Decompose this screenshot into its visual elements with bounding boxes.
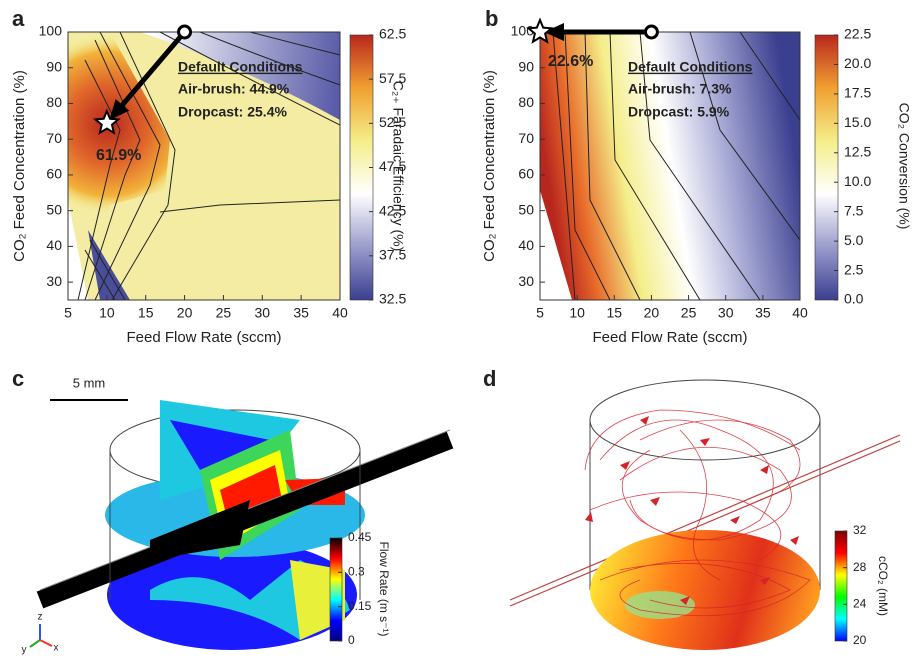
panel-label: d — [483, 366, 496, 391]
flow-render — [29, 399, 454, 650]
scale-bar-label: 5 mm — [73, 375, 106, 390]
colorbar-tick-label: 37.5 — [379, 247, 406, 263]
y-tick-label: 70 — [518, 130, 534, 146]
x-tick-label: 15 — [138, 305, 154, 321]
panel-label: c — [12, 366, 24, 391]
colorbar-tick-label: 0.0 — [844, 291, 864, 307]
x-axis-label: Feed Flow Rate (sccm) — [592, 329, 747, 346]
concentration-render — [509, 379, 901, 650]
colorbar-tick-label: 32.5 — [379, 291, 406, 307]
y-tick-label: 40 — [518, 237, 534, 253]
y-tick-label: 50 — [46, 201, 62, 217]
colorbar-label: C₂₊ Faradaic Efficiency (%) — [390, 81, 406, 252]
x-tick-label: 30 — [718, 305, 734, 321]
axis-triad-label: y — [22, 645, 27, 656]
panel-label: b — [485, 6, 498, 31]
arrow — [111, 30, 187, 118]
y-tick-label: 100 — [39, 23, 63, 39]
x-tick-label: 20 — [177, 305, 193, 321]
colorbar-tick-label: 2.5 — [844, 261, 864, 277]
default-point — [643, 24, 659, 40]
y-tick-label: 90 — [518, 58, 534, 74]
annotation-title: Default Conditions — [178, 59, 303, 75]
x-tick-label: 40 — [792, 305, 808, 321]
colorbar-tick-label: 17.5 — [844, 85, 871, 101]
x-tick-label: 30 — [254, 305, 270, 321]
x-tick-label: 40 — [332, 305, 348, 321]
annotation: Air-brush: 44.9% — [178, 81, 290, 97]
x-tick-label: 25 — [216, 305, 232, 321]
colorbar-tick-label: 20.0 — [844, 55, 871, 71]
x-tick-label: 15 — [606, 305, 622, 321]
y-tick-label: 60 — [46, 166, 62, 182]
y-axis-label: CO₂ Feed Concentration (%) — [11, 70, 28, 262]
plot-frame — [67, 31, 341, 301]
colorbar-tick-label: 22.5 — [844, 26, 871, 42]
axis-triad-label: x — [54, 643, 59, 654]
x-tick-label: 5 — [536, 305, 544, 321]
colorbar-tick-label: 0.3 — [348, 565, 365, 579]
y-tick-label: 30 — [46, 273, 62, 289]
panel-label: a — [12, 6, 25, 31]
colorbar-tick-label: 62.5 — [379, 26, 406, 42]
x-tick-label: 20 — [644, 305, 660, 321]
colorbar-tick-label: 42.5 — [379, 202, 406, 218]
x-tick-label: 35 — [293, 305, 309, 321]
colorbar-tick-label: 28 — [853, 560, 867, 574]
annotation-title: Default Conditions — [628, 59, 753, 75]
x-tick-label: 5 — [64, 305, 72, 321]
colorbar-tick-label: 12.5 — [844, 143, 871, 159]
colorbar-tick-label: 32 — [853, 523, 867, 537]
y-tick-label: 70 — [46, 130, 62, 146]
colorbar-label: CO₂ Conversion (%) — [896, 103, 912, 230]
y-tick-label: 90 — [46, 58, 62, 74]
x-tick-label: 10 — [569, 305, 585, 321]
colorbar-tick-label: 5.0 — [844, 232, 864, 248]
arrow-head — [544, 23, 564, 41]
colorbar — [814, 34, 839, 301]
optimum-point — [92, 108, 121, 135]
x-tick-label: 35 — [755, 305, 771, 321]
optimum-point — [526, 17, 554, 44]
colorbar-tick-label: 15.0 — [844, 114, 871, 130]
default-point — [177, 24, 193, 40]
colorbar-tick-label: 7.5 — [844, 202, 864, 218]
colorbar-tick-label: 10.0 — [844, 173, 871, 189]
optimum-label: 61.9% — [96, 147, 141, 164]
annotation: Dropcast: 25.4% — [178, 104, 287, 120]
x-tick-label: 10 — [99, 305, 115, 321]
heatmap-a — [68, 32, 340, 300]
y-axis-label: CO₂ Feed Concentration (%) — [481, 70, 498, 262]
y-tick-label: 100 — [511, 23, 535, 39]
x-axis-label: Feed Flow Rate (sccm) — [126, 329, 281, 346]
colorbar-tick-label: 0.15 — [348, 599, 372, 613]
y-tick-label: 50 — [518, 201, 534, 217]
x-tick-label: 25 — [681, 305, 697, 321]
colorbar — [329, 537, 343, 642]
y-tick-label: 80 — [46, 94, 62, 110]
y-tick-label: 60 — [518, 166, 534, 182]
y-tick-label: 30 — [518, 273, 534, 289]
plot-frame — [539, 31, 801, 301]
y-tick-label: 40 — [46, 237, 62, 253]
colorbar-tick-label: 24 — [853, 597, 867, 611]
colorbar-tick-label: 0 — [348, 633, 355, 647]
annotation: Dropcast: 5.9% — [628, 104, 730, 120]
colorbar-tick-label: 47.5 — [379, 158, 406, 174]
axis-triad-label: z — [38, 612, 43, 623]
annotation: Air-brush: 7.3% — [628, 81, 732, 97]
colorbar-tick-label: 52.5 — [379, 114, 406, 130]
colorbar — [834, 530, 848, 642]
colorbar-tick-label: 0.45 — [348, 530, 372, 544]
heatmap-b — [540, 32, 800, 300]
arrow-head — [109, 99, 130, 121]
colorbar-tick-label: 57.5 — [379, 70, 406, 86]
y-tick-label: 80 — [518, 94, 534, 110]
colorbar-label: Flow Rate (m s⁻¹) — [377, 541, 391, 636]
colorbar-tick-label: 20 — [853, 633, 867, 647]
optimum-label: 22.6% — [548, 53, 593, 70]
colorbar-label: cCO₂ (mM) — [876, 556, 890, 616]
